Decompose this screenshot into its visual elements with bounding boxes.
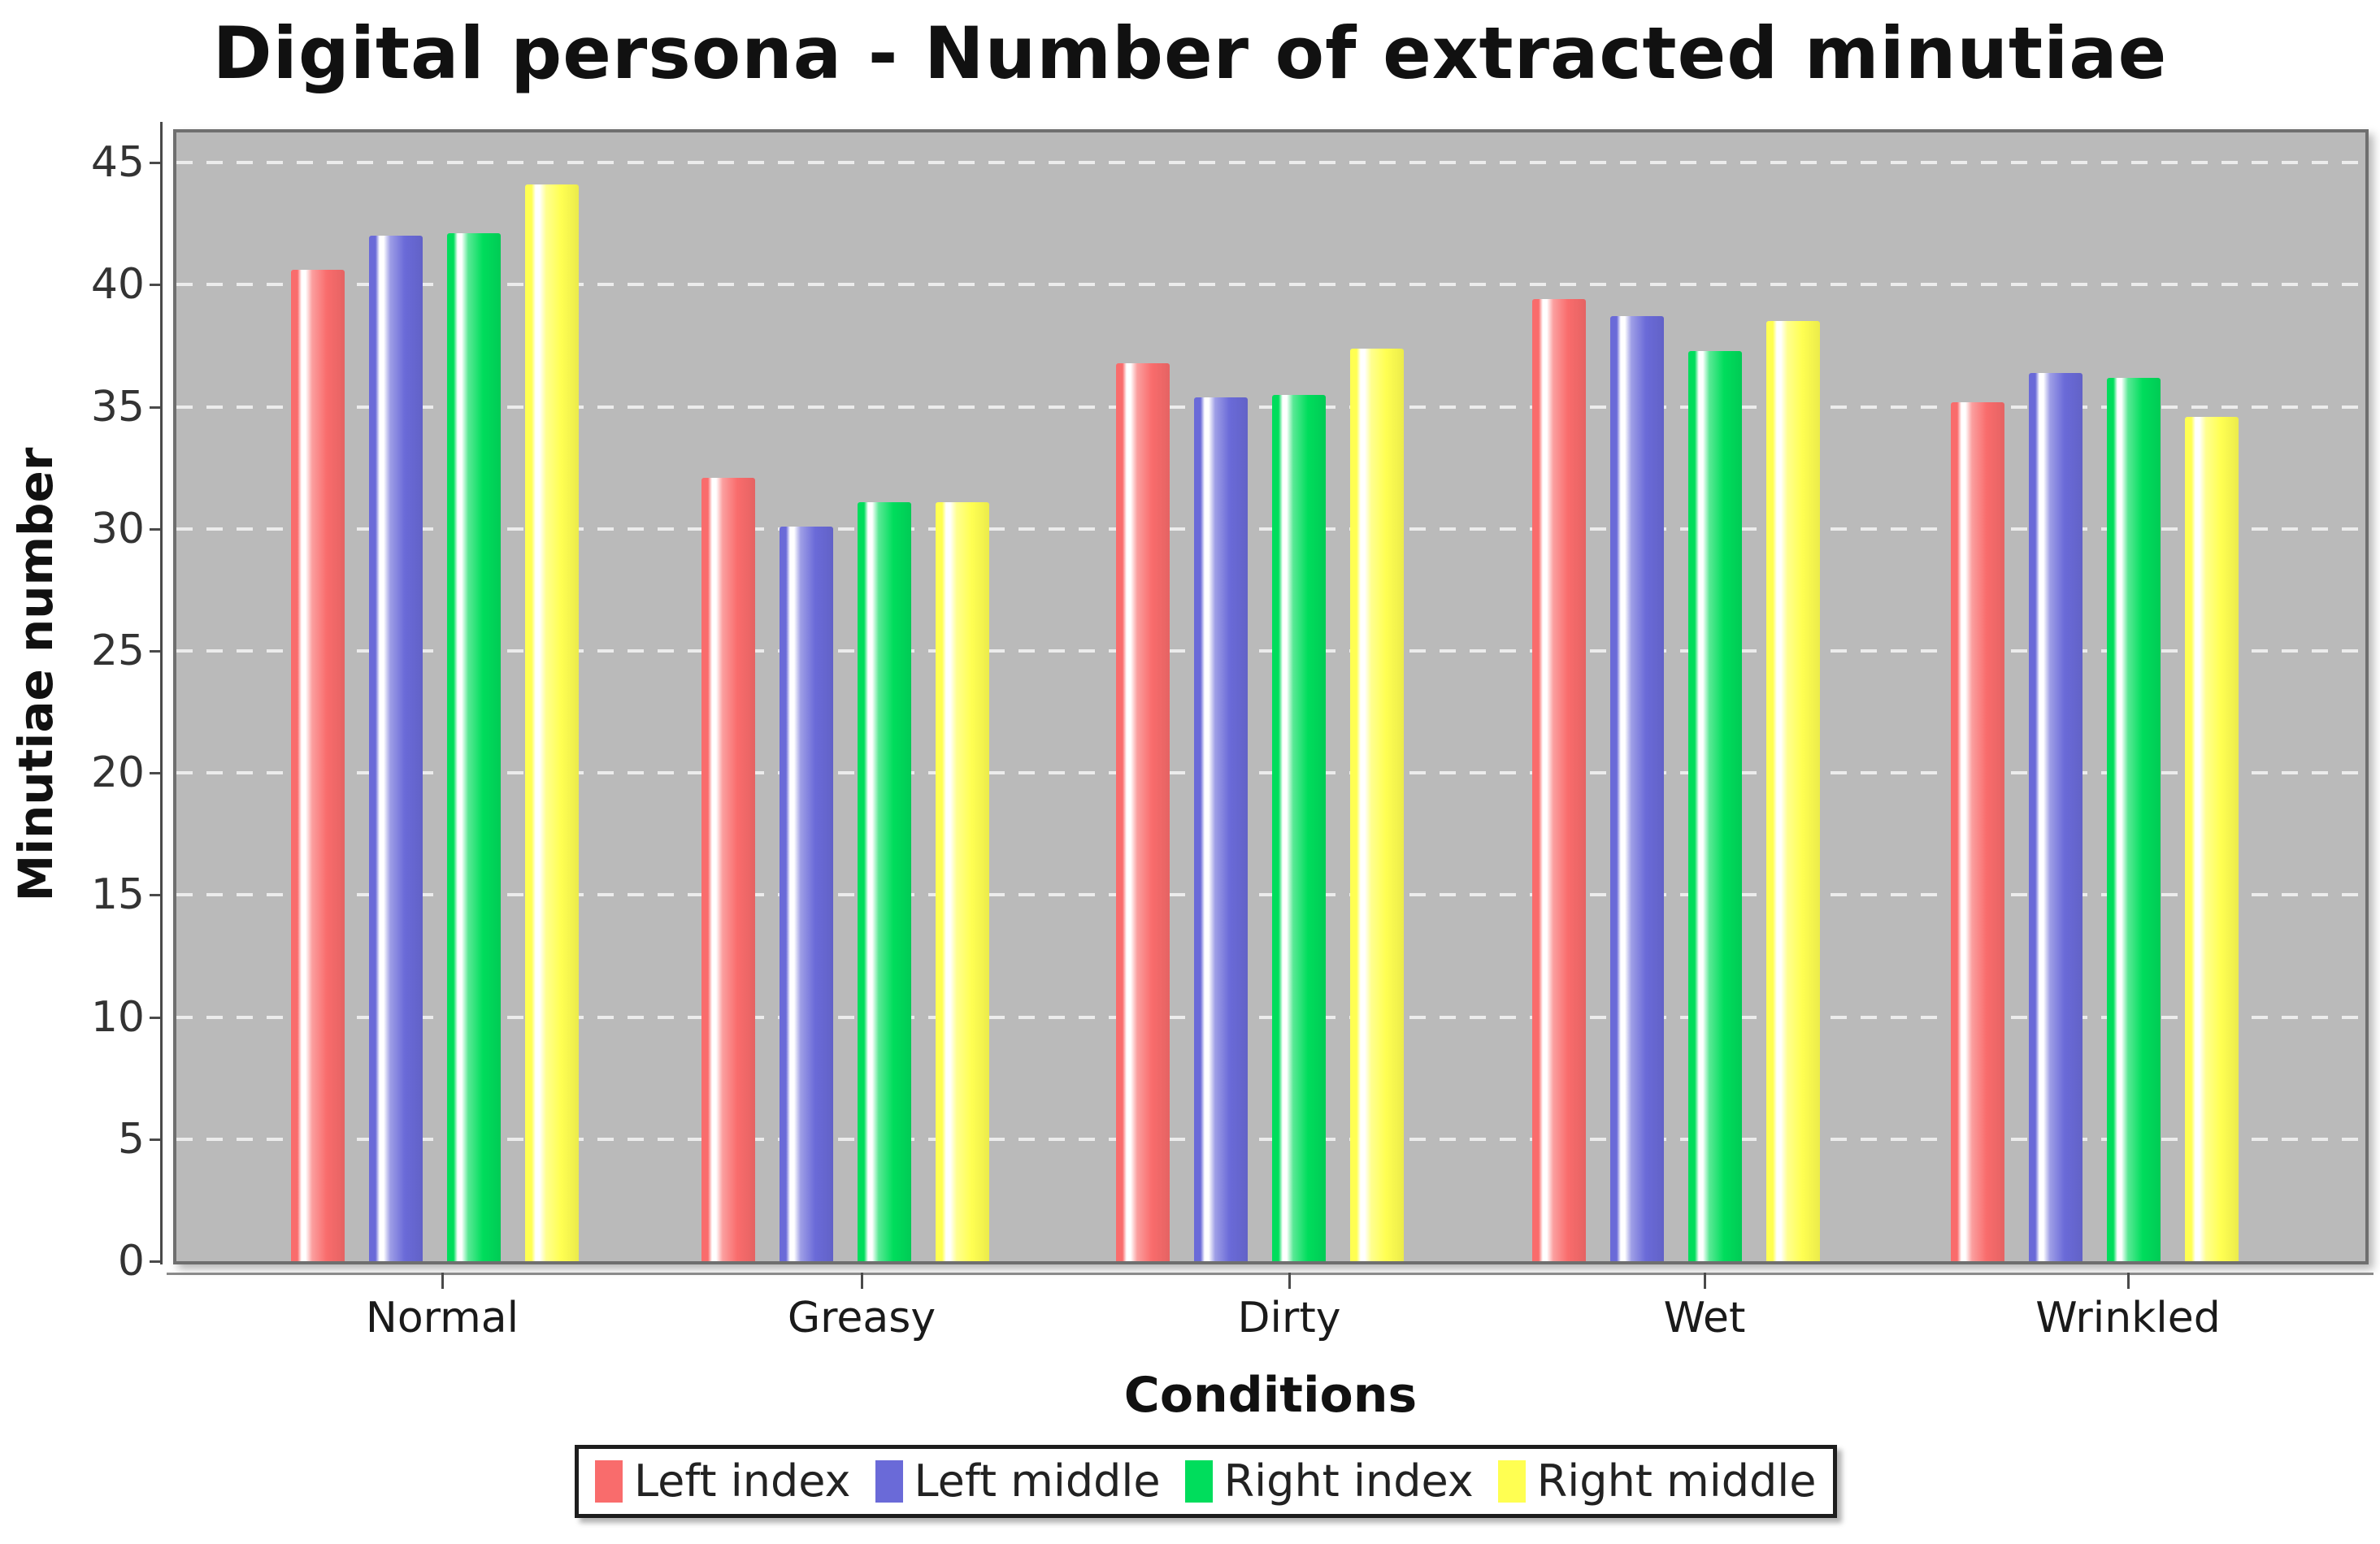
x-tick-label: Wet <box>1663 1294 1746 1342</box>
legend-item: Left index <box>595 1459 851 1503</box>
y-tick <box>150 1138 161 1141</box>
bar <box>1766 321 1820 1261</box>
y-tick <box>150 650 161 653</box>
y-tick <box>150 1260 161 1263</box>
legend-label: Left middle <box>914 1455 1161 1507</box>
y-tick-label: 45 <box>90 138 145 188</box>
y-tick-label: 0 <box>117 1237 145 1286</box>
gridline <box>176 405 2365 409</box>
bar <box>447 233 501 1261</box>
y-tick-label: 35 <box>90 382 145 432</box>
bar <box>291 270 345 1261</box>
x-tick <box>861 1273 863 1289</box>
chart-title: Digital persona - Number of extracted mi… <box>212 11 2168 95</box>
bar <box>780 526 833 1261</box>
bar <box>936 501 989 1261</box>
bar <box>1688 350 1742 1261</box>
bar <box>858 501 911 1261</box>
bar <box>525 184 579 1261</box>
legend-swatch <box>1184 1460 1213 1503</box>
y-tick <box>150 1016 161 1019</box>
y-tick-label: 5 <box>117 1114 145 1164</box>
x-tick-label: Greasy <box>787 1294 936 1342</box>
x-tick <box>1704 1273 1706 1289</box>
x-tick <box>441 1273 444 1289</box>
legend-swatch <box>875 1460 903 1503</box>
legend-item: Right middle <box>1497 1455 1817 1507</box>
bar <box>369 236 423 1261</box>
legend-item: Left middle <box>875 1459 1161 1503</box>
gridline <box>176 1015 2365 1019</box>
legend: Left index Left middle Right index Right mi… <box>575 1445 1837 1518</box>
legend-item: Right index <box>1184 1455 1474 1507</box>
plot-area <box>173 129 2369 1264</box>
bar <box>1532 299 1586 1261</box>
x-tick-label: Normal <box>365 1294 519 1342</box>
gridline <box>176 893 2365 897</box>
y-tick-label: 10 <box>90 992 145 1042</box>
y-tick <box>150 162 161 165</box>
legend-swatch <box>595 1460 623 1503</box>
legend-label: Right index <box>1223 1455 1474 1507</box>
gridline <box>176 649 2365 653</box>
x-tick <box>2127 1273 2130 1289</box>
y-tick <box>150 284 161 287</box>
plot-inner <box>176 132 2365 1261</box>
gridline <box>176 771 2365 775</box>
bar <box>1610 316 1664 1261</box>
gridline <box>176 161 2365 165</box>
y-tick <box>150 894 161 897</box>
bar <box>1194 397 1248 1261</box>
x-tick-label: Dirty <box>1237 1294 1341 1342</box>
y-tick-label: 30 <box>90 504 145 553</box>
bar <box>2185 416 2239 1261</box>
bar <box>1272 394 1326 1261</box>
bar <box>2029 372 2082 1261</box>
x-tick <box>1288 1273 1291 1289</box>
x-axis-title: Conditions <box>1123 1367 1418 1424</box>
y-tick-label: 20 <box>90 748 145 798</box>
y-tick <box>150 527 161 531</box>
x-axis-line <box>167 1273 2373 1275</box>
y-tick <box>150 772 161 775</box>
gridline <box>176 527 2365 531</box>
y-tick-label: 15 <box>90 870 145 920</box>
y-tick-label: 25 <box>90 627 145 675</box>
gridline <box>176 1137 2365 1141</box>
y-tick <box>150 406 161 409</box>
bar <box>1951 401 2004 1261</box>
gridline <box>176 283 2365 287</box>
bar <box>2107 377 2161 1261</box>
legend-label: Left index <box>634 1455 851 1507</box>
x-tick-label: Wrinkled <box>2035 1294 2221 1342</box>
legend-label: Right middle <box>1536 1455 1817 1507</box>
y-axis-line <box>160 122 163 1264</box>
bar <box>701 477 755 1261</box>
legend-swatch <box>1497 1460 1526 1503</box>
y-tick-label: 40 <box>90 260 145 310</box>
bar <box>1350 348 1404 1261</box>
bar <box>1116 362 1170 1261</box>
